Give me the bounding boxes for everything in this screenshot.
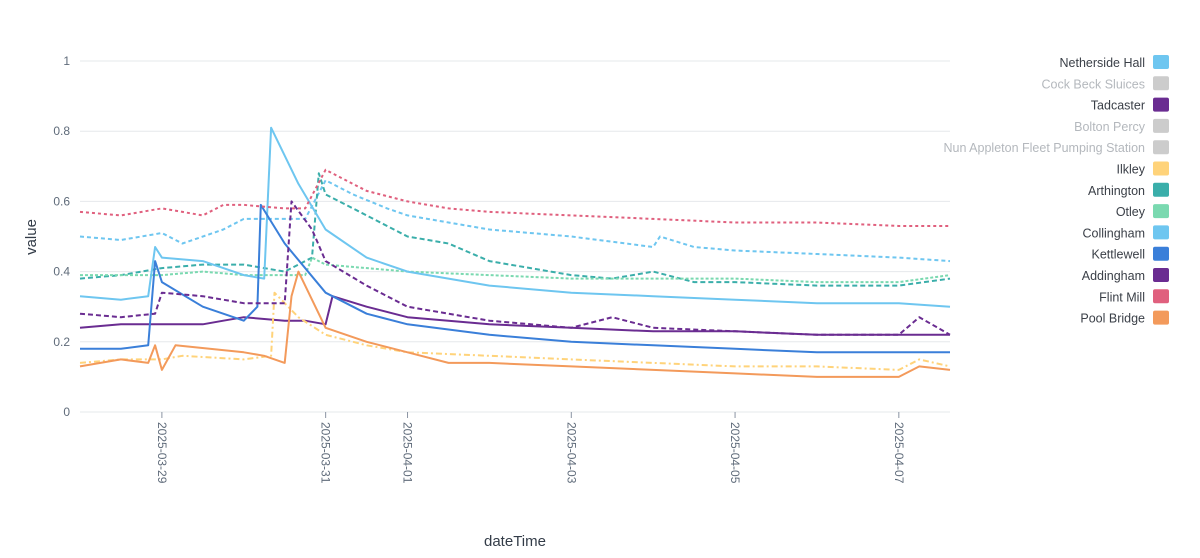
legend-swatch	[1153, 204, 1169, 219]
y-tick-label-5: 1	[63, 54, 70, 68]
gridlines	[80, 60, 950, 413]
legend-swatch	[1153, 182, 1169, 197]
legend-label: Pool Bridge	[1080, 312, 1145, 326]
y-axis-ticks: 0 0.2 0.4 0.6 0.8 1	[53, 54, 70, 419]
legend-item-otley[interactable]: Otley	[1116, 204, 1169, 219]
legend-item-arthington[interactable]: Arthington	[1088, 182, 1169, 198]
legend-swatch	[1153, 310, 1169, 325]
legend-item-nun-appleton-fleet-pumping-station[interactable]: Nun Appleton Fleet Pumping Station	[943, 140, 1169, 155]
legend-item-addingham[interactable]: Addingham	[1082, 268, 1169, 283]
legend-swatch	[1153, 161, 1169, 176]
x-tick-label-1: 2025-03-31	[319, 422, 333, 484]
series-line-addingham	[79, 200, 951, 336]
x-tick-label-2: 2025-04-01	[401, 422, 415, 484]
legend-swatch	[1153, 289, 1169, 304]
legend-label: Bolton Percy	[1074, 120, 1146, 134]
legend-item-kettlewell[interactable]: Kettlewell	[1092, 246, 1170, 262]
series-line-arthington	[79, 172, 951, 287]
legend-label: Cock Beck Sluices	[1041, 77, 1145, 91]
series-line-otley	[80, 256, 951, 284]
series-lines	[79, 126, 951, 378]
x-axis-title: dateTime	[484, 533, 546, 550]
legend-item-pool-bridge[interactable]: Pool Bridge	[1080, 310, 1169, 326]
legend-swatch	[1153, 140, 1169, 155]
legend-item-collingham[interactable]: Collingham	[1082, 225, 1169, 240]
legend-swatch	[1153, 118, 1169, 133]
legend-item-cock-beck-sluices[interactable]: Cock Beck Sluices	[1041, 76, 1169, 91]
legend-swatch	[1153, 97, 1169, 112]
legend-swatch	[1153, 55, 1169, 69]
legend-item-flint-mill[interactable]: Flint Mill	[1099, 289, 1169, 304]
legend-item-bolton-percy[interactable]: Bolton Percy	[1074, 118, 1169, 134]
legend-swatch	[1153, 268, 1169, 282]
x-tick-label-3: 2025-04-03	[564, 422, 578, 484]
y-tick-label-0: 0	[63, 405, 70, 419]
legend-label: Otley	[1116, 205, 1146, 219]
legend-item-ilkley[interactable]: Ilkley	[1117, 161, 1169, 177]
legend-label: Addingham	[1082, 269, 1145, 283]
legend-label: Arthington	[1088, 184, 1145, 198]
legend-label: Ilkley	[1117, 163, 1146, 177]
legend-label: Nun Appleton Fleet Pumping Station	[943, 141, 1145, 155]
x-axis-ticks: 2025-03-29 2025-03-31 2025-04-01 2025-04-03…	[155, 412, 906, 484]
y-tick-label-4: 0.8	[53, 124, 70, 138]
legend-label: Collingham	[1082, 226, 1145, 240]
series-line-ilkley	[79, 291, 951, 371]
series-line-flint-mill	[79, 168, 950, 227]
legend-swatch	[1153, 76, 1169, 91]
legend-swatch	[1153, 225, 1169, 240]
series-line-kettlewell	[80, 203, 950, 354]
legend-swatch	[1153, 246, 1169, 261]
legend: Netherside Hall Cock Beck Sluices Tadcaste…	[943, 55, 1169, 326]
series-line-collingham	[79, 126, 951, 308]
series-line-tadcaster	[79, 295, 950, 336]
x-tick-label-4: 2025-04-05	[728, 422, 742, 484]
legend-item-netherside-hall[interactable]: Netherside Hall	[1060, 55, 1169, 70]
y-axis-title: value	[23, 219, 40, 255]
legend-label: Netherside Hall	[1060, 56, 1145, 70]
legend-label: Flint Mill	[1099, 290, 1145, 304]
legend-item-tadcaster[interactable]: Tadcaster	[1091, 97, 1169, 113]
x-tick-label-0: 2025-03-29	[155, 422, 169, 484]
series-line-netherside-hall	[79, 179, 951, 263]
series-line-pool-bridge	[79, 270, 951, 378]
x-tick-label-5: 2025-04-07	[892, 422, 906, 484]
legend-label: Tadcaster	[1091, 99, 1145, 113]
legend-label: Kettlewell	[1092, 248, 1146, 262]
y-tick-label-1: 0.2	[53, 335, 70, 349]
y-tick-label-2: 0.4	[53, 265, 70, 279]
y-tick-label-3: 0.6	[53, 194, 70, 208]
